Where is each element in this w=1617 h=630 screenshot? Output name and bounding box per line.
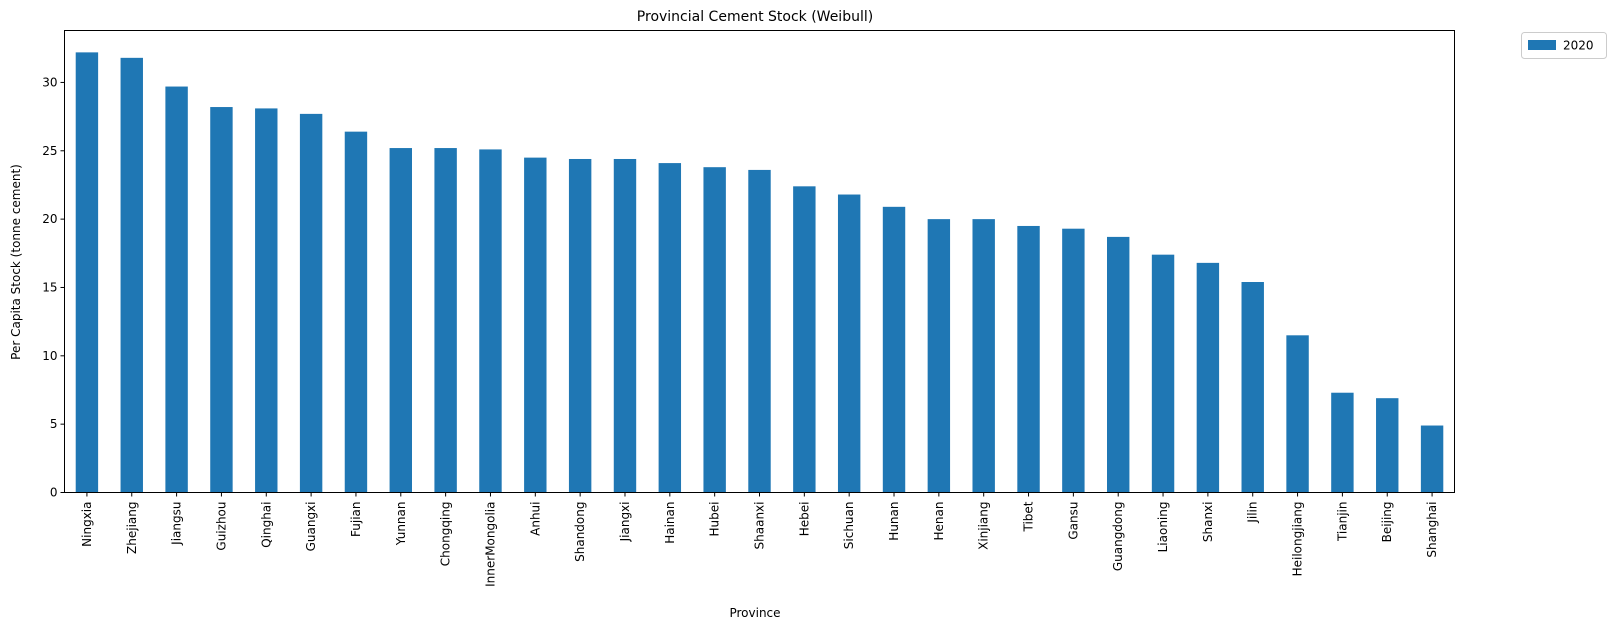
bar-guizhou: [210, 107, 233, 493]
bar-qinghai: [255, 108, 278, 493]
x-tick-label: Beijing: [1380, 502, 1394, 543]
x-tick-label: Qinghai: [259, 502, 273, 548]
x-tick-label: Yunnan: [394, 502, 408, 547]
chart-title: Provincial Cement Stock (Weibull): [637, 9, 873, 25]
y-tick-label: 15: [42, 280, 57, 294]
x-tick-label: Fujian: [349, 502, 363, 537]
x-tick-label: Jiangxi: [618, 502, 632, 543]
x-tick-label: Sichuan: [842, 502, 856, 550]
x-tick-label: Liaoning: [1156, 502, 1170, 553]
x-tick-label: Tibet: [1022, 501, 1036, 532]
y-axis-ticks: 0 5 10 15 20 25 30: [42, 75, 65, 500]
x-tick-label: Ningxia: [80, 502, 94, 547]
x-tick-label: Hainan: [663, 502, 677, 544]
bar-innermongolia: [479, 149, 502, 493]
bar-gansu: [1062, 228, 1085, 493]
bar-jiangxi: [613, 158, 637, 493]
bar-xinjiang: [972, 219, 995, 493]
bar-hebei: [793, 186, 816, 493]
y-tick-label: 30: [42, 75, 57, 89]
x-tick-label: Heilongjiang: [1291, 502, 1305, 577]
legend-label: 2020: [1563, 39, 1594, 53]
y-tick-label: 20: [42, 212, 57, 226]
y-axis-title: Per Capita Stock (tonne cement): [9, 164, 23, 360]
plot-frame: [64, 30, 1455, 493]
x-tick-label: Shaanxi: [753, 502, 767, 550]
x-tick-label: Anhui: [528, 502, 542, 536]
bar-liaoning: [1151, 254, 1175, 493]
bar-shanghai: [1420, 425, 1444, 493]
bar-hunan: [882, 206, 906, 493]
bar-beijing: [1376, 398, 1399, 493]
x-tick-label: Shandong: [573, 502, 587, 562]
bars-group: [75, 52, 1444, 493]
x-tick-label: Jilin: [1246, 502, 1260, 524]
x-axis-title: Province: [729, 606, 780, 620]
legend-frame: [1521, 32, 1607, 59]
bar-shanxi: [1196, 262, 1220, 493]
bar-fujian: [344, 131, 368, 493]
bar-zhejiang: [120, 57, 143, 493]
legend-swatch: [1528, 40, 1556, 50]
bar-sichuan: [837, 194, 861, 493]
x-tick-label: Xinjiang: [977, 502, 991, 550]
x-tick-label: Shanghai: [1425, 502, 1439, 558]
bar-ningxia: [75, 52, 99, 493]
x-tick-label: Gansu: [1066, 502, 1080, 540]
bar-shaanxi: [748, 169, 771, 493]
bar-shandong: [568, 158, 592, 493]
x-tick-label: Chongqing: [439, 502, 453, 567]
x-axis-ticks: Ningxia Zhejiang Jiangsu Guizhou Qinghai Guan…: [80, 492, 1439, 587]
x-tick-label: Tianjin: [1335, 502, 1349, 543]
x-tick-label: InnerMongolia: [483, 502, 497, 587]
bar-henan: [927, 219, 951, 493]
x-tick-label: Hebei: [797, 502, 811, 537]
x-tick-label: Henan: [932, 502, 946, 541]
bar-anhui: [524, 157, 547, 493]
x-tick-label: Guizhou: [214, 502, 228, 551]
bar-guangxi: [299, 113, 323, 493]
bar-guangdong: [1107, 236, 1130, 493]
legend: 2020: [1521, 32, 1607, 59]
bar-tibet: [1017, 225, 1040, 493]
x-tick-label: Shanxi: [1201, 502, 1215, 543]
y-tick-label: 0: [50, 486, 58, 500]
y-tick-label: 10: [42, 349, 57, 363]
bar-chongqing: [434, 148, 457, 493]
bar-jiangsu: [165, 86, 188, 493]
bar-tianjin: [1331, 392, 1354, 493]
x-tick-label: Hunan: [887, 502, 901, 541]
x-tick-label: Guangdong: [1111, 502, 1125, 572]
y-tick-label: 5: [50, 417, 58, 431]
y-tick-label: 25: [42, 144, 57, 158]
x-tick-label: Zhejiang: [125, 502, 139, 554]
bar-jilin: [1241, 282, 1264, 493]
x-tick-label: Guangxi: [304, 502, 318, 552]
x-tick-label: Hubei: [708, 502, 722, 537]
bar-heilongjiang: [1286, 335, 1309, 493]
bar-yunnan: [389, 148, 412, 493]
bar-hubei: [703, 167, 726, 493]
bar-hainan: [658, 163, 682, 493]
x-tick-label: Jiangsu: [170, 502, 184, 546]
